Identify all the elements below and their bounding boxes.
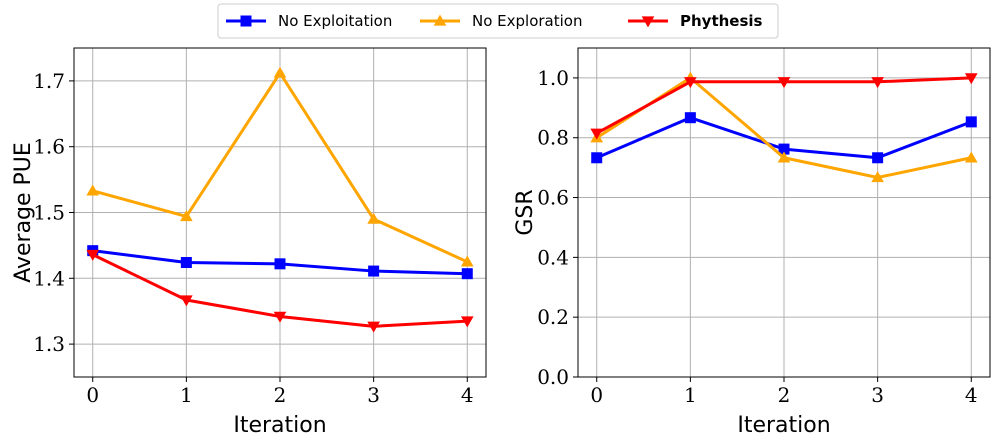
- x-tick-label: 0: [590, 383, 603, 407]
- plot-frame: [73, 47, 487, 378]
- x-tick-label: 2: [274, 383, 287, 407]
- data-point-no-exploration: [86, 184, 100, 196]
- x-axis-label: Iteration: [233, 413, 326, 438]
- y-tick-label: 0.4: [537, 245, 569, 269]
- chart-gsr: 0 1 2 3 4 0.0 0.2 0.4 0.6 0.8 1.0 Iteration GSR: [513, 47, 991, 438]
- legend: No Exploitation No Exploration Phythesis: [217, 3, 779, 39]
- data-point-phythesis: [871, 77, 884, 89]
- y-tick-label: 1.3: [33, 332, 65, 356]
- data-point-phythesis: [777, 77, 791, 89]
- y-tick-label: 0.8: [537, 126, 569, 150]
- data-point-no-exploration: [273, 66, 287, 78]
- y-tick-label: 1.6: [33, 135, 65, 159]
- data-point-no-exploration: [460, 255, 474, 267]
- x-tick-label: 3: [367, 383, 380, 407]
- data-point-no-exploitation: [180, 257, 192, 269]
- data-point-no-exploration: [777, 151, 791, 163]
- data-point-no-exploitation: [684, 112, 696, 124]
- legend-marker-no-exploitation: [240, 15, 252, 27]
- data-point-no-exploration: [964, 151, 978, 163]
- x-tick-label: 2: [778, 383, 791, 407]
- x-tick-label: 1: [684, 383, 697, 407]
- y-tick-label: 0.6: [537, 186, 569, 210]
- data-point-no-exploration: [180, 210, 193, 222]
- data-point-no-exploitation: [591, 152, 603, 164]
- y-axis-label: Average PUE: [11, 142, 36, 283]
- legend-frame: [217, 3, 779, 39]
- data-point-phythesis: [180, 295, 193, 307]
- legend-label-no-exploration: No Exploration: [472, 12, 582, 30]
- data-point-phythesis: [590, 128, 604, 140]
- y-tick-label: 0.2: [537, 305, 569, 329]
- data-point-phythesis: [964, 73, 978, 85]
- x-tick-label: 4: [965, 383, 978, 407]
- data-point-no-exploitation: [368, 265, 380, 277]
- data-point-phythesis: [86, 249, 100, 261]
- data-point-phythesis: [273, 311, 287, 323]
- data-point-no-exploitation: [274, 258, 286, 270]
- data-point-phythesis: [460, 316, 474, 328]
- x-tick-label: 3: [871, 383, 884, 407]
- legend-label-no-exploitation: No Exploitation: [278, 12, 392, 30]
- legend-marker-no-exploration: [433, 14, 447, 26]
- data-point-no-exploitation: [778, 143, 790, 155]
- data-point-phythesis: [684, 77, 697, 89]
- y-tick-label: 0.0: [537, 365, 569, 389]
- y-tick-label: 1.4: [33, 266, 65, 290]
- y-tick-label: 1.0: [537, 66, 569, 90]
- x-axis-label: Iteration: [737, 413, 830, 438]
- data-point-no-exploitation: [965, 116, 977, 128]
- data-point-no-exploitation: [461, 268, 473, 280]
- y-tick-label: 1.5: [33, 201, 65, 225]
- plot-frame: [577, 47, 991, 378]
- y-axis-label: GSR: [513, 189, 538, 235]
- legend-marker-phythesis: [641, 16, 655, 28]
- legend-label-phythesis: Phythesis: [680, 12, 763, 30]
- data-point-no-exploration: [367, 212, 380, 224]
- data-point-phythesis: [367, 321, 380, 333]
- y-tick-label: 1.7: [33, 69, 65, 93]
- x-tick-label: 4: [461, 383, 474, 407]
- x-tick-label: 0: [86, 383, 99, 407]
- x-tick-label: 1: [180, 383, 193, 407]
- chart-average-pue: 0 1 2 3 4 1.3 1.4 1.5 1.6 1.7 Iteration Average PUE: [11, 47, 487, 438]
- data-point-no-exploitation: [872, 152, 884, 164]
- data-point-no-exploration: [871, 171, 884, 183]
